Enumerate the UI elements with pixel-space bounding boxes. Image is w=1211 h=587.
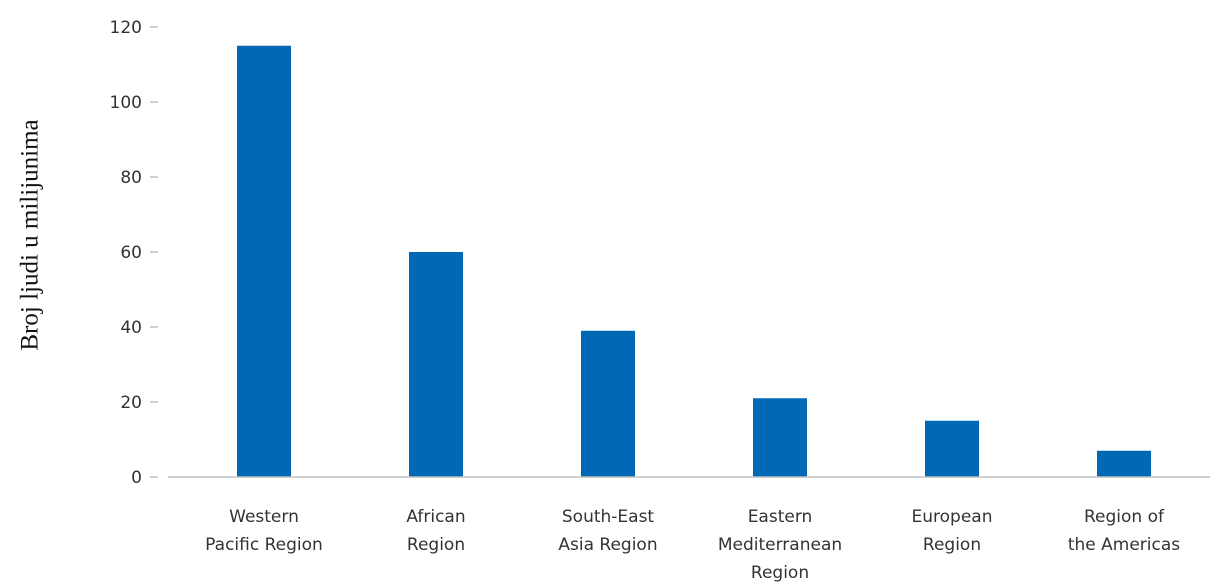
x-category-label: Mediterranean	[718, 535, 842, 555]
x-category-label: Region	[407, 535, 465, 555]
y-tick-label: 20	[120, 393, 142, 413]
bar	[925, 420, 979, 477]
x-category-label: Asia Region	[558, 535, 657, 555]
y-tick-label: 60	[120, 243, 142, 263]
x-category-label: the Americas	[1068, 535, 1180, 555]
bar	[581, 330, 635, 477]
x-category-label: Pacific Region	[205, 535, 323, 555]
x-category-label: African	[406, 507, 465, 527]
x-category-label: Eastern	[748, 507, 813, 527]
x-category-label: Western	[229, 507, 299, 527]
y-axis: 0 20 40 60 80 100 120	[110, 18, 158, 488]
x-category-label: Region	[751, 563, 809, 583]
x-category-label: Region	[923, 535, 981, 555]
x-category-label: Region of	[1084, 507, 1165, 527]
bar	[409, 252, 463, 477]
bars	[237, 45, 1151, 477]
y-axis-title: Broj ljudi u milijunima	[17, 119, 44, 350]
y-tick-label: 0	[131, 468, 142, 488]
y-tick-label: 100	[110, 93, 142, 113]
bar	[753, 398, 807, 477]
x-category-label: South-East	[562, 507, 655, 527]
x-axis-labels: Western Pacific Region African Region South-…	[205, 507, 1180, 583]
y-tick-label: 120	[110, 18, 142, 38]
x-category-label: European	[912, 507, 993, 527]
bar	[1097, 450, 1151, 477]
y-tick-label: 80	[120, 168, 142, 188]
y-axis-title-group: Broj ljudi u milijunima	[17, 119, 44, 350]
y-tick-label: 40	[120, 318, 142, 338]
bar	[237, 45, 291, 477]
